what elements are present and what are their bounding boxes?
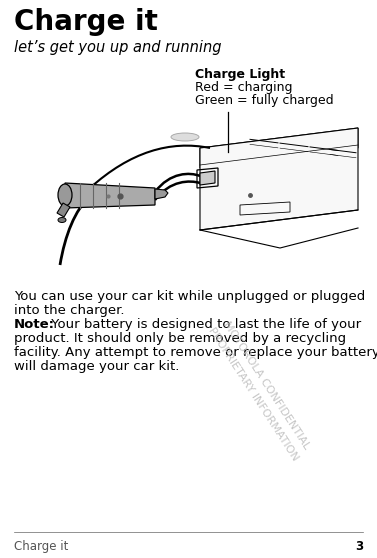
Ellipse shape — [58, 218, 66, 223]
Polygon shape — [57, 203, 70, 217]
Polygon shape — [65, 183, 155, 208]
Polygon shape — [155, 189, 168, 199]
Text: Green = fully charged: Green = fully charged — [195, 94, 334, 107]
Polygon shape — [200, 171, 215, 185]
Text: Red = charging: Red = charging — [195, 81, 293, 94]
Text: Charge Light: Charge Light — [195, 68, 285, 81]
Text: product. It should only be removed by a recycling: product. It should only be removed by a … — [14, 332, 346, 345]
Polygon shape — [200, 128, 358, 168]
Text: will damage your car kit.: will damage your car kit. — [14, 360, 179, 373]
Polygon shape — [200, 128, 358, 230]
Text: into the charger.: into the charger. — [14, 304, 124, 317]
Text: let’s get you up and running: let’s get you up and running — [14, 40, 222, 55]
Text: facility. Any attempt to remove or replace your battery: facility. Any attempt to remove or repla… — [14, 346, 377, 359]
Text: Charge it: Charge it — [14, 540, 68, 553]
Text: Your battery is designed to last the life of your: Your battery is designed to last the lif… — [47, 318, 361, 331]
Text: Charge it: Charge it — [14, 8, 158, 36]
Text: You can use your car kit while unplugged or plugged: You can use your car kit while unplugged… — [14, 290, 365, 303]
Text: Note:: Note: — [14, 318, 55, 331]
Ellipse shape — [171, 133, 199, 141]
Text: MOTOROLA CONFIDENTIAL
PROPRIETARY INFORMATION: MOTOROLA CONFIDENTIAL PROPRIETARY INFORM… — [206, 317, 314, 463]
Text: 3: 3 — [355, 540, 363, 553]
Ellipse shape — [58, 184, 72, 206]
